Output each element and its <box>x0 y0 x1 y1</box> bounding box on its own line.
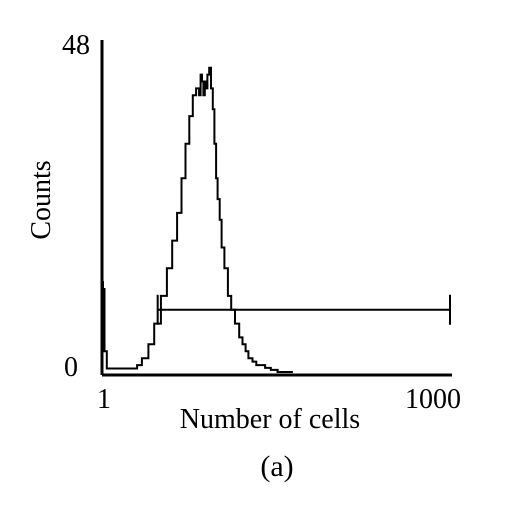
x-axis-label: Number of cells <box>180 404 360 435</box>
chart-caption: (a) <box>260 450 293 483</box>
axes <box>100 40 452 377</box>
series-layer <box>102 66 293 373</box>
y-tick-label-min: 0 <box>64 352 78 383</box>
y-tick-label-max: 48 <box>62 30 90 61</box>
x-tick-label-min: 1 <box>97 384 111 415</box>
y-axis-label: Counts <box>26 160 57 239</box>
histogram-series-0 <box>102 66 293 373</box>
x-tick-label-max: 1000 <box>405 384 461 415</box>
gate-layer <box>156 294 451 325</box>
